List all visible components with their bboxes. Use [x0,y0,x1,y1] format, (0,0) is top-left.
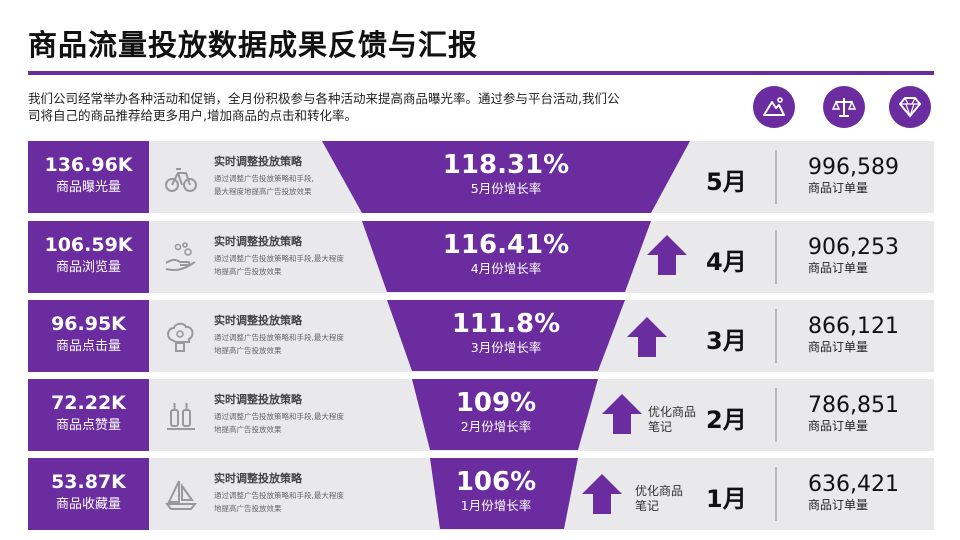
order-count: 866,121 [808,314,899,339]
month-label: 5月 [706,168,747,196]
month-label: 2月 [706,406,747,434]
metric-block: 106.59K 商品浏览量 [28,221,149,293]
order-label: 商品订单量 [808,498,869,512]
order-count: 786,851 [808,393,899,418]
strategy-desc-line: 地提高广告投放效果 [214,504,282,513]
order-count: 636,421 [808,472,899,497]
column-divider [775,150,777,204]
strategy-desc: 通过调整广告投放策略和手段,最大程度地提高广告投放效果 [214,410,374,436]
strategy-title: 实时调整投放策略 [214,314,302,327]
growth-rate-value: 116.41% [442,230,570,260]
order-block: 996,589 商品订单量 [808,155,928,196]
strategy-desc-line: 通过调整广告投放策略和手段,最大程度 [214,491,344,500]
bicycle-icon [164,161,198,195]
strategy-title: 实时调整投放策略 [214,393,302,406]
metric-block: 96.95K 商品点击量 [28,300,149,372]
metric-label: 商品收藏量 [55,497,121,512]
strategy-desc-line: 通过调整广告投放策略和手段,最大程度 [214,254,344,263]
strategy-text: 实时调整投放策略通过调整广告投放策略和手段, 最大程度地提高广告投放效果 [214,155,374,198]
strategy-desc-line: 地提高广告投放效果 [214,346,282,355]
metric-value: 96.95K [51,313,126,335]
growth-rate-label: 1月份增长率 [460,498,532,513]
order-label: 商品订单量 [808,419,869,433]
column-divider [775,309,777,363]
strategy-desc-line: 地提高广告投放效果 [214,267,282,276]
order-count: 996,589 [808,155,899,180]
month-label: 1月 [706,485,747,513]
order-block: 786,851 商品订单量 [808,393,928,434]
growth-rate: 118.31% 5月份增长率 [406,150,606,197]
diamond-icon [889,86,931,128]
metric-value: 106.59K [44,234,133,256]
order-count: 906,253 [808,235,899,260]
metric-block: 53.87K 商品收藏量 [28,458,149,530]
strategy-desc-line: 通过调整广告投放策略和手段,最大程度 [214,412,344,421]
order-label: 商品订单量 [808,181,869,195]
bottles-icon [164,399,198,433]
growth-rate: 116.41% 4月份增长率 [406,230,606,277]
growth-rate-label: 3月份增长率 [470,340,542,355]
strategy-desc: 通过调整广告投放策略和手段,最大程度地提高广告投放效果 [214,489,374,515]
strategy-desc-line: 通过调整广告投放策略和手段, [214,174,314,183]
strategy-title: 实时调整投放策略 [214,472,302,485]
growth-rate-value: 109% [455,388,537,418]
strategy-title: 实时调整投放策略 [214,235,302,248]
growth-rate-value: 118.31% [442,150,570,180]
growth-rate-value: 111.8% [451,309,561,339]
metric-block: 72.22K 商品点赞量 [28,379,149,451]
growth-rate-label: 4月份增长率 [470,261,542,276]
growth-rate: 109% 2月份增长率 [396,388,596,435]
month-label: 3月 [706,327,747,355]
scale-icon [823,86,865,128]
up-arrow-icon [580,472,624,516]
column-divider [775,230,777,284]
metric-value: 53.87K [51,471,126,493]
growth-rate: 106% 1月份增长率 [396,467,596,514]
sailboat-icon [164,478,198,512]
strategy-desc: 通过调整广告投放策略和手段,最大程度地提高广告投放效果 [214,331,374,357]
up-arrow-icon [645,233,689,277]
metric-label: 商品浏览量 [55,260,121,275]
intro-paragraph: 我们公司经常举办各种活动和促销，全月份积极参与各种活动来提高商品曝光率。通过参与… [28,91,620,123]
brain-gear-icon [164,320,198,354]
metric-block: 136.96K 商品曝光量 [28,141,149,213]
growth-rate-label: 5月份增长率 [470,181,542,196]
mountain-icon [753,86,795,128]
order-block: 636,421 商品订单量 [808,472,928,513]
metric-value: 72.22K [51,392,126,414]
metric-label: 商品点击量 [55,339,121,354]
optimize-note: 优化商品笔记 [635,484,684,513]
optimize-note: 优化商品笔记 [648,405,697,434]
strategy-text: 实时调整投放策略通过调整广告投放策略和手段,最大程度地提高广告投放效果 [214,472,374,515]
strategy-desc-line: 通过调整广告投放策略和手段,最大程度 [214,333,344,342]
up-arrow-icon [600,392,644,436]
up-arrow-icon [625,315,669,359]
order-label: 商品订单量 [808,261,869,275]
order-block: 906,253 商品订单量 [808,235,928,276]
growth-rate: 111.8% 3月份增长率 [406,309,606,356]
column-divider [775,467,777,521]
strategy-title: 实时调整投放策略 [214,155,302,168]
metric-value: 136.96K [44,154,133,176]
strategy-desc-line: 最大程度地提高广告投放效果 [214,187,312,196]
strategy-desc: 通过调整广告投放策略和手段,最大程度地提高广告投放效果 [214,252,374,278]
strategy-desc-line: 地提高广告投放效果 [214,425,282,434]
strategy-text: 实时调整投放策略通过调整广告投放策略和手段,最大程度地提高广告投放效果 [214,393,374,436]
hand-bubbles-icon [164,241,198,275]
metric-label: 商品点赞量 [55,418,121,433]
metric-label: 商品曝光量 [55,180,121,195]
column-divider [775,388,777,442]
growth-rate-value: 106% [455,467,537,497]
growth-rate-label: 2月份增长率 [460,419,532,434]
order-block: 866,121 商品订单量 [808,314,928,355]
strategy-desc: 通过调整广告投放策略和手段, 最大程度地提高广告投放效果 [214,172,374,198]
strategy-text: 实时调整投放策略通过调整广告投放策略和手段,最大程度地提高广告投放效果 [214,235,374,278]
strategy-text: 实时调整投放策略通过调整广告投放策略和手段,最大程度地提高广告投放效果 [214,314,374,357]
order-label: 商品订单量 [808,340,869,354]
page-title: 商品流量投放数据成果反馈与汇报 [28,28,479,62]
title-divider [28,71,934,75]
month-label: 4月 [706,248,747,276]
